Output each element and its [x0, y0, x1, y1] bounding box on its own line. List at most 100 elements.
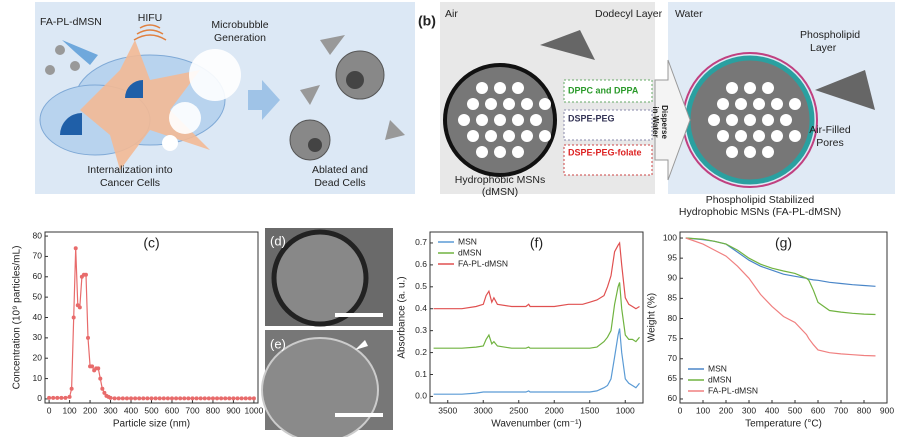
label: FA-PL-dMSN	[40, 16, 102, 28]
x-tick-label: 100	[62, 405, 76, 415]
pore	[494, 82, 506, 94]
y-tick-label: 0.1	[415, 369, 427, 379]
data-point	[195, 396, 199, 400]
label: Air	[445, 8, 458, 20]
data-point	[125, 396, 129, 400]
data-point	[55, 396, 59, 400]
label: Internalization into	[87, 164, 172, 176]
x-tick-label: 0	[47, 405, 52, 415]
data-point	[98, 377, 102, 381]
label: Air-Filled	[809, 124, 851, 136]
data-line	[434, 329, 640, 395]
data-point	[70, 387, 74, 391]
data-point	[219, 396, 223, 400]
data-point	[223, 396, 227, 400]
data-point	[178, 396, 182, 400]
x-tick-label: 900	[880, 405, 894, 415]
particle	[70, 61, 80, 71]
x-tick-label: 3500	[438, 405, 457, 415]
data-point	[236, 396, 240, 400]
x-tick-label: 100	[696, 405, 710, 415]
data-point	[240, 396, 244, 400]
x-tick-label: 600	[811, 405, 825, 415]
legend-label: MSN	[708, 363, 727, 373]
panel-b: (b) Air Dodecyl Layer DPPC and DPPA DSPE…	[418, 2, 895, 218]
legend-label: dMSN	[708, 374, 732, 384]
legend-label: dMSN	[458, 247, 482, 257]
data-point	[248, 396, 252, 400]
y-tick-label: 85	[668, 293, 678, 303]
label: in Water	[651, 106, 660, 137]
x-tick-label: 1500	[580, 405, 599, 415]
nucleus	[346, 71, 364, 89]
label: Dodecyl Layer	[595, 8, 663, 20]
chart-title: (g)	[775, 235, 792, 251]
legend-label: MSN	[458, 236, 477, 246]
y-tick-label: 0.5	[415, 281, 427, 291]
pore	[762, 146, 774, 158]
x-tick-label: 2500	[509, 405, 528, 415]
particle	[274, 232, 366, 324]
pore	[539, 98, 551, 110]
y-tick-label: 80	[33, 230, 43, 240]
pore	[708, 114, 720, 126]
y-axis-label: Concentration (10⁹ particles/mL)	[12, 246, 23, 390]
pore	[530, 114, 542, 126]
data-point	[78, 305, 82, 309]
scale-bar	[335, 313, 383, 317]
pore	[521, 130, 533, 142]
data-point	[68, 395, 72, 399]
label: DSPE-PEG-folate	[568, 147, 642, 157]
data-point	[162, 396, 166, 400]
chart-title: (f)	[530, 235, 543, 251]
data-point	[74, 246, 78, 250]
y-tick-label: 100	[663, 232, 677, 242]
pore	[467, 98, 479, 110]
x-tick-label: 600	[165, 405, 179, 415]
panel-a: FA-PL-dMSN HIFU Microbubble Generation I…	[35, 2, 415, 194]
pore	[539, 130, 551, 142]
data-point	[47, 396, 51, 400]
data-point	[137, 396, 141, 400]
data-point	[174, 396, 178, 400]
x-tick-label: 800	[206, 405, 220, 415]
data-point	[231, 396, 235, 400]
y-tick-label: 65	[668, 373, 678, 383]
pore	[744, 114, 756, 126]
pore	[726, 114, 738, 126]
label: Generation	[214, 32, 266, 44]
data-line	[49, 248, 254, 398]
data-point	[141, 396, 145, 400]
data-point	[186, 396, 190, 400]
pore	[771, 130, 783, 142]
pore	[476, 146, 488, 158]
label: Pores	[816, 137, 843, 149]
y-tick-label: 60	[33, 271, 43, 281]
label: Hydrophobic MSNs	[455, 174, 545, 186]
microbubble	[162, 135, 178, 151]
label: DSPE-PEG	[568, 113, 615, 123]
pore	[467, 130, 479, 142]
data-point	[72, 316, 76, 320]
y-tick-label: 60	[668, 393, 678, 403]
y-tick-label: 70	[33, 251, 43, 261]
data-point	[129, 396, 133, 400]
label: HIFU	[138, 12, 163, 24]
label: Cancer Cells	[100, 177, 160, 189]
pore	[494, 146, 506, 158]
data-point	[215, 396, 219, 400]
y-tick-label: 0.6	[415, 259, 427, 269]
pore	[726, 82, 738, 94]
y-tick-label: 20	[33, 352, 43, 362]
data-point	[190, 396, 194, 400]
microbubble	[169, 102, 201, 134]
pore	[512, 82, 524, 94]
pore	[503, 98, 515, 110]
x-tick-label: 2000	[545, 405, 564, 415]
data-line	[434, 282, 640, 348]
data-point	[90, 364, 94, 368]
data-point	[86, 336, 90, 340]
pore	[735, 98, 747, 110]
data-point	[51, 396, 55, 400]
pore	[744, 146, 756, 158]
